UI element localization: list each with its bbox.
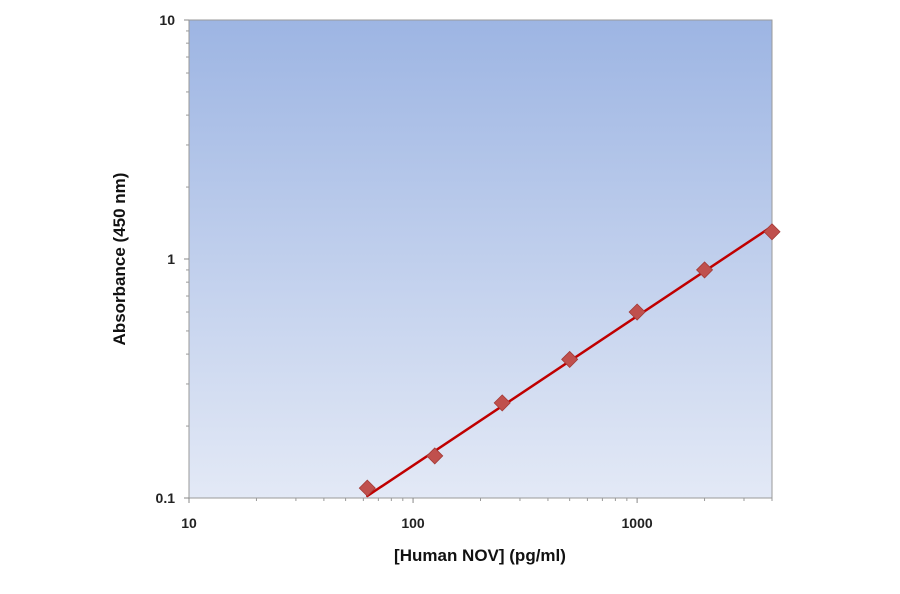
x-axis-title: [Human NOV] (pg/ml) [394, 546, 566, 565]
data-point-marker [628, 303, 646, 321]
x-tick-label: 1000 [622, 515, 653, 531]
y-tick-label: 1 [167, 251, 175, 267]
data-points [358, 223, 781, 497]
x-axis-tick-labels: 10 100 1000 [181, 515, 653, 531]
plot-area [188, 19, 773, 499]
y-axis-ticks [184, 19, 189, 499]
x-tick-label: 100 [401, 515, 425, 531]
y-tick-label: 0.1 [156, 490, 176, 506]
data-point-marker [493, 394, 511, 412]
data-point-marker [561, 350, 579, 368]
data-point-marker [695, 261, 714, 279]
x-axis-ticks [188, 498, 773, 503]
y-axis-tick-labels: 0.1 1 10 [156, 12, 176, 506]
y-tick-label: 10 [159, 12, 175, 28]
data-point-marker [763, 223, 781, 241]
y-axis-title: Absorbance (450 nm) [110, 173, 129, 346]
data-point-marker [358, 479, 376, 497]
x-tick-label: 10 [181, 515, 197, 531]
data-point-marker [426, 447, 444, 465]
